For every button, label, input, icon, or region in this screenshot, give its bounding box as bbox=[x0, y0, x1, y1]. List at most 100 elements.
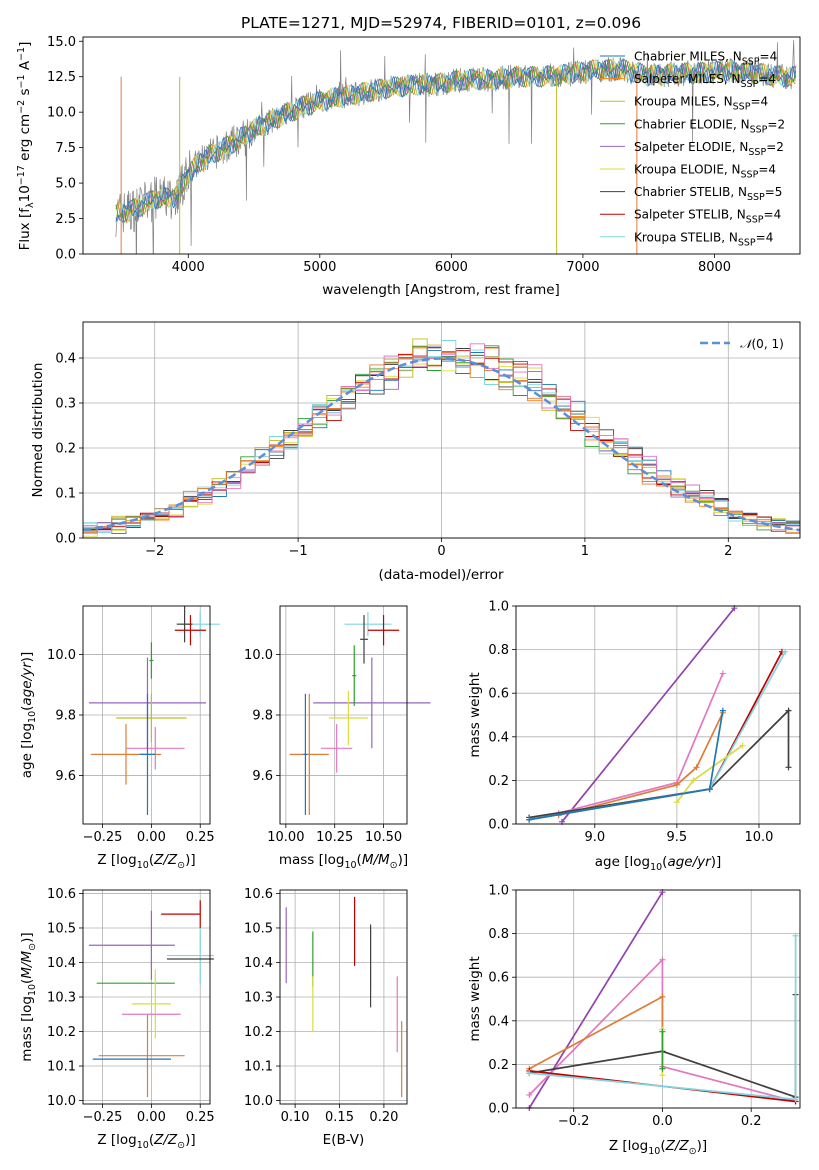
y-tick-label: 9.8 bbox=[55, 709, 76, 724]
x-tick-label: 0.2 bbox=[741, 1114, 762, 1129]
label-part: −1 bbox=[16, 74, 27, 88]
label-part: 10 bbox=[137, 860, 149, 871]
label-part: =4 bbox=[758, 72, 776, 86]
label-part: −2 bbox=[16, 100, 27, 114]
y-tick-label: 12.5 bbox=[47, 70, 76, 85]
axes-frame bbox=[82, 321, 801, 539]
y-axis-label: age [log10(age/yr)] bbox=[19, 652, 38, 778]
y-tick-label: 10.3 bbox=[244, 991, 273, 1006]
x-tick-label: 10.25 bbox=[316, 830, 353, 845]
legend-label: Chabrier MILES, NSSP=4 bbox=[634, 50, 777, 68]
y-tick-label: 0.2 bbox=[488, 774, 509, 789]
x-tick-label: 0.00 bbox=[137, 1110, 166, 1125]
y-tick-label: 9.8 bbox=[252, 709, 273, 724]
series-marker bbox=[785, 764, 792, 771]
axes-frame bbox=[82, 36, 801, 255]
label-part: SSP bbox=[741, 79, 759, 90]
errorbar-chart: 10.00 10.25 10.50 9.6 9.8 10.0 mass [log10(M/M… bbox=[244, 605, 431, 871]
legend-label: Chabrier ELODIE, NSSP=2 bbox=[634, 117, 785, 135]
label-part: age/yr bbox=[19, 661, 35, 706]
label-part: 𝒩 bbox=[740, 337, 755, 351]
series-line bbox=[558, 712, 724, 817]
label-part: SSP bbox=[741, 170, 759, 181]
y-tick-label: 0.0 bbox=[488, 1102, 509, 1117]
errorbar-chart: −0.25 0.00 0.259.69.810.0Z [log10(Z/Z⊙)]ag… bbox=[19, 605, 220, 871]
y-tick-label: 10.2 bbox=[244, 1025, 273, 1040]
label-part: SSP bbox=[738, 237, 756, 248]
x-tick-label: 6000 bbox=[435, 260, 468, 275]
y-tick-label: 0.8 bbox=[488, 927, 509, 942]
y-tick-label: 0.0 bbox=[55, 532, 76, 547]
series-marker bbox=[782, 648, 789, 655]
label-part: ⊙ bbox=[390, 860, 398, 871]
axes-frame bbox=[279, 889, 408, 1105]
label-part: Chabrier MILES, N bbox=[634, 50, 742, 64]
label-part: =4 bbox=[764, 208, 782, 222]
y-tick-label: 10.5 bbox=[244, 921, 273, 936]
x-tick-label: −0.25 bbox=[83, 1110, 123, 1125]
label-part: Z [log bbox=[97, 852, 136, 868]
label-part: Z [log bbox=[97, 1132, 136, 1148]
x-tick-label: 0.20 bbox=[369, 1110, 398, 1125]
y-tick-label: 10.1 bbox=[244, 1060, 273, 1075]
label-part: )] bbox=[19, 652, 35, 663]
legend-label: Salpeter STELIB, NSSP=4 bbox=[634, 208, 781, 226]
label-part: 10 bbox=[344, 860, 356, 871]
y-tick-label: 0.1 bbox=[55, 487, 76, 502]
x-tick-label: −0.2 bbox=[558, 1114, 590, 1129]
model-spectrum bbox=[115, 59, 796, 220]
label-part: SSP bbox=[747, 192, 765, 203]
x-tick-label: 5000 bbox=[303, 260, 336, 275]
y-tick-label: 0.3 bbox=[55, 397, 76, 412]
y-tick-label: 1.0 bbox=[488, 600, 509, 615]
y-tick-label: 10.0 bbox=[47, 648, 76, 663]
x-tick-label: 0 bbox=[437, 544, 445, 559]
y-tick-label: 15.0 bbox=[47, 35, 76, 50]
series-marker bbox=[739, 742, 746, 749]
label-part: Kroupa STELIB, N bbox=[634, 230, 738, 244]
mass-weight-chart: 9.0 9.5 10.0 0.0 0.2 0.4 0.6 0.8 1.0 age [log10(a… bbox=[467, 600, 801, 873]
x-tick-label: 7000 bbox=[566, 260, 599, 275]
y-tick-label: 10.6 bbox=[244, 887, 273, 902]
label-part: =2 bbox=[767, 117, 785, 131]
y-tick-label: 0.2 bbox=[488, 1058, 509, 1073]
label-part: ⊙ bbox=[177, 860, 185, 871]
y-tick-label: 10.2 bbox=[47, 1025, 76, 1040]
figure-title: PLATE=1271, MJD=52974, FIBERID=0101, z=0… bbox=[241, 14, 641, 32]
y-tick-label: 0.4 bbox=[488, 1014, 509, 1029]
x-axis-label: age [log10(age/yr)] bbox=[595, 854, 721, 873]
label-part: 10 bbox=[648, 1146, 660, 1157]
x-tick-label: −1 bbox=[289, 544, 308, 559]
label-part: A bbox=[17, 60, 33, 74]
x-tick-label: 10.00 bbox=[267, 830, 304, 845]
label-part: ⊙ bbox=[689, 1146, 697, 1157]
x-tick-label: 0.10 bbox=[281, 1110, 310, 1125]
y-tick-label: 7.5 bbox=[55, 141, 76, 156]
y-tick-label: 0.0 bbox=[488, 818, 509, 833]
series-marker bbox=[659, 993, 666, 1000]
label-part: Salpeter STELIB, N bbox=[634, 208, 746, 222]
y-axis-label: mass weight bbox=[467, 956, 483, 1041]
series-marker bbox=[690, 777, 697, 784]
label-part: 10 bbox=[27, 711, 38, 723]
label-part: SSP bbox=[742, 57, 760, 68]
label-part: mass [log bbox=[19, 996, 35, 1062]
series-marker bbox=[673, 799, 680, 806]
label-part: ( bbox=[357, 852, 362, 868]
y-axis-label: Flux [fλ10−17 erg cm−2 s−1 A−1] bbox=[16, 42, 36, 251]
x-axis-label: mass [log10(M/M⊙)] bbox=[279, 852, 408, 871]
series-line bbox=[561, 607, 735, 823]
label-part: SSP bbox=[733, 102, 751, 113]
label-part: SSP bbox=[748, 147, 766, 158]
y-tick-label: 0.8 bbox=[488, 643, 509, 658]
label-part: age/yr bbox=[667, 854, 712, 870]
legend-label: Salpeter ELODIE, NSSP=2 bbox=[634, 140, 784, 158]
label-part: M/M bbox=[362, 852, 390, 868]
y-tick-label: 1.0 bbox=[488, 884, 509, 899]
label-part: ( bbox=[149, 852, 154, 868]
x-tick-label: 9.0 bbox=[584, 830, 605, 845]
label-part: Z/Z bbox=[153, 852, 178, 868]
mass-weight-chart: −0.2 0.0 0.2 0.0 0.2 0.4 0.6 0.8 1.0 Z [log10(Z/Z… bbox=[467, 884, 801, 1157]
label-part: Z [log bbox=[609, 1138, 648, 1154]
